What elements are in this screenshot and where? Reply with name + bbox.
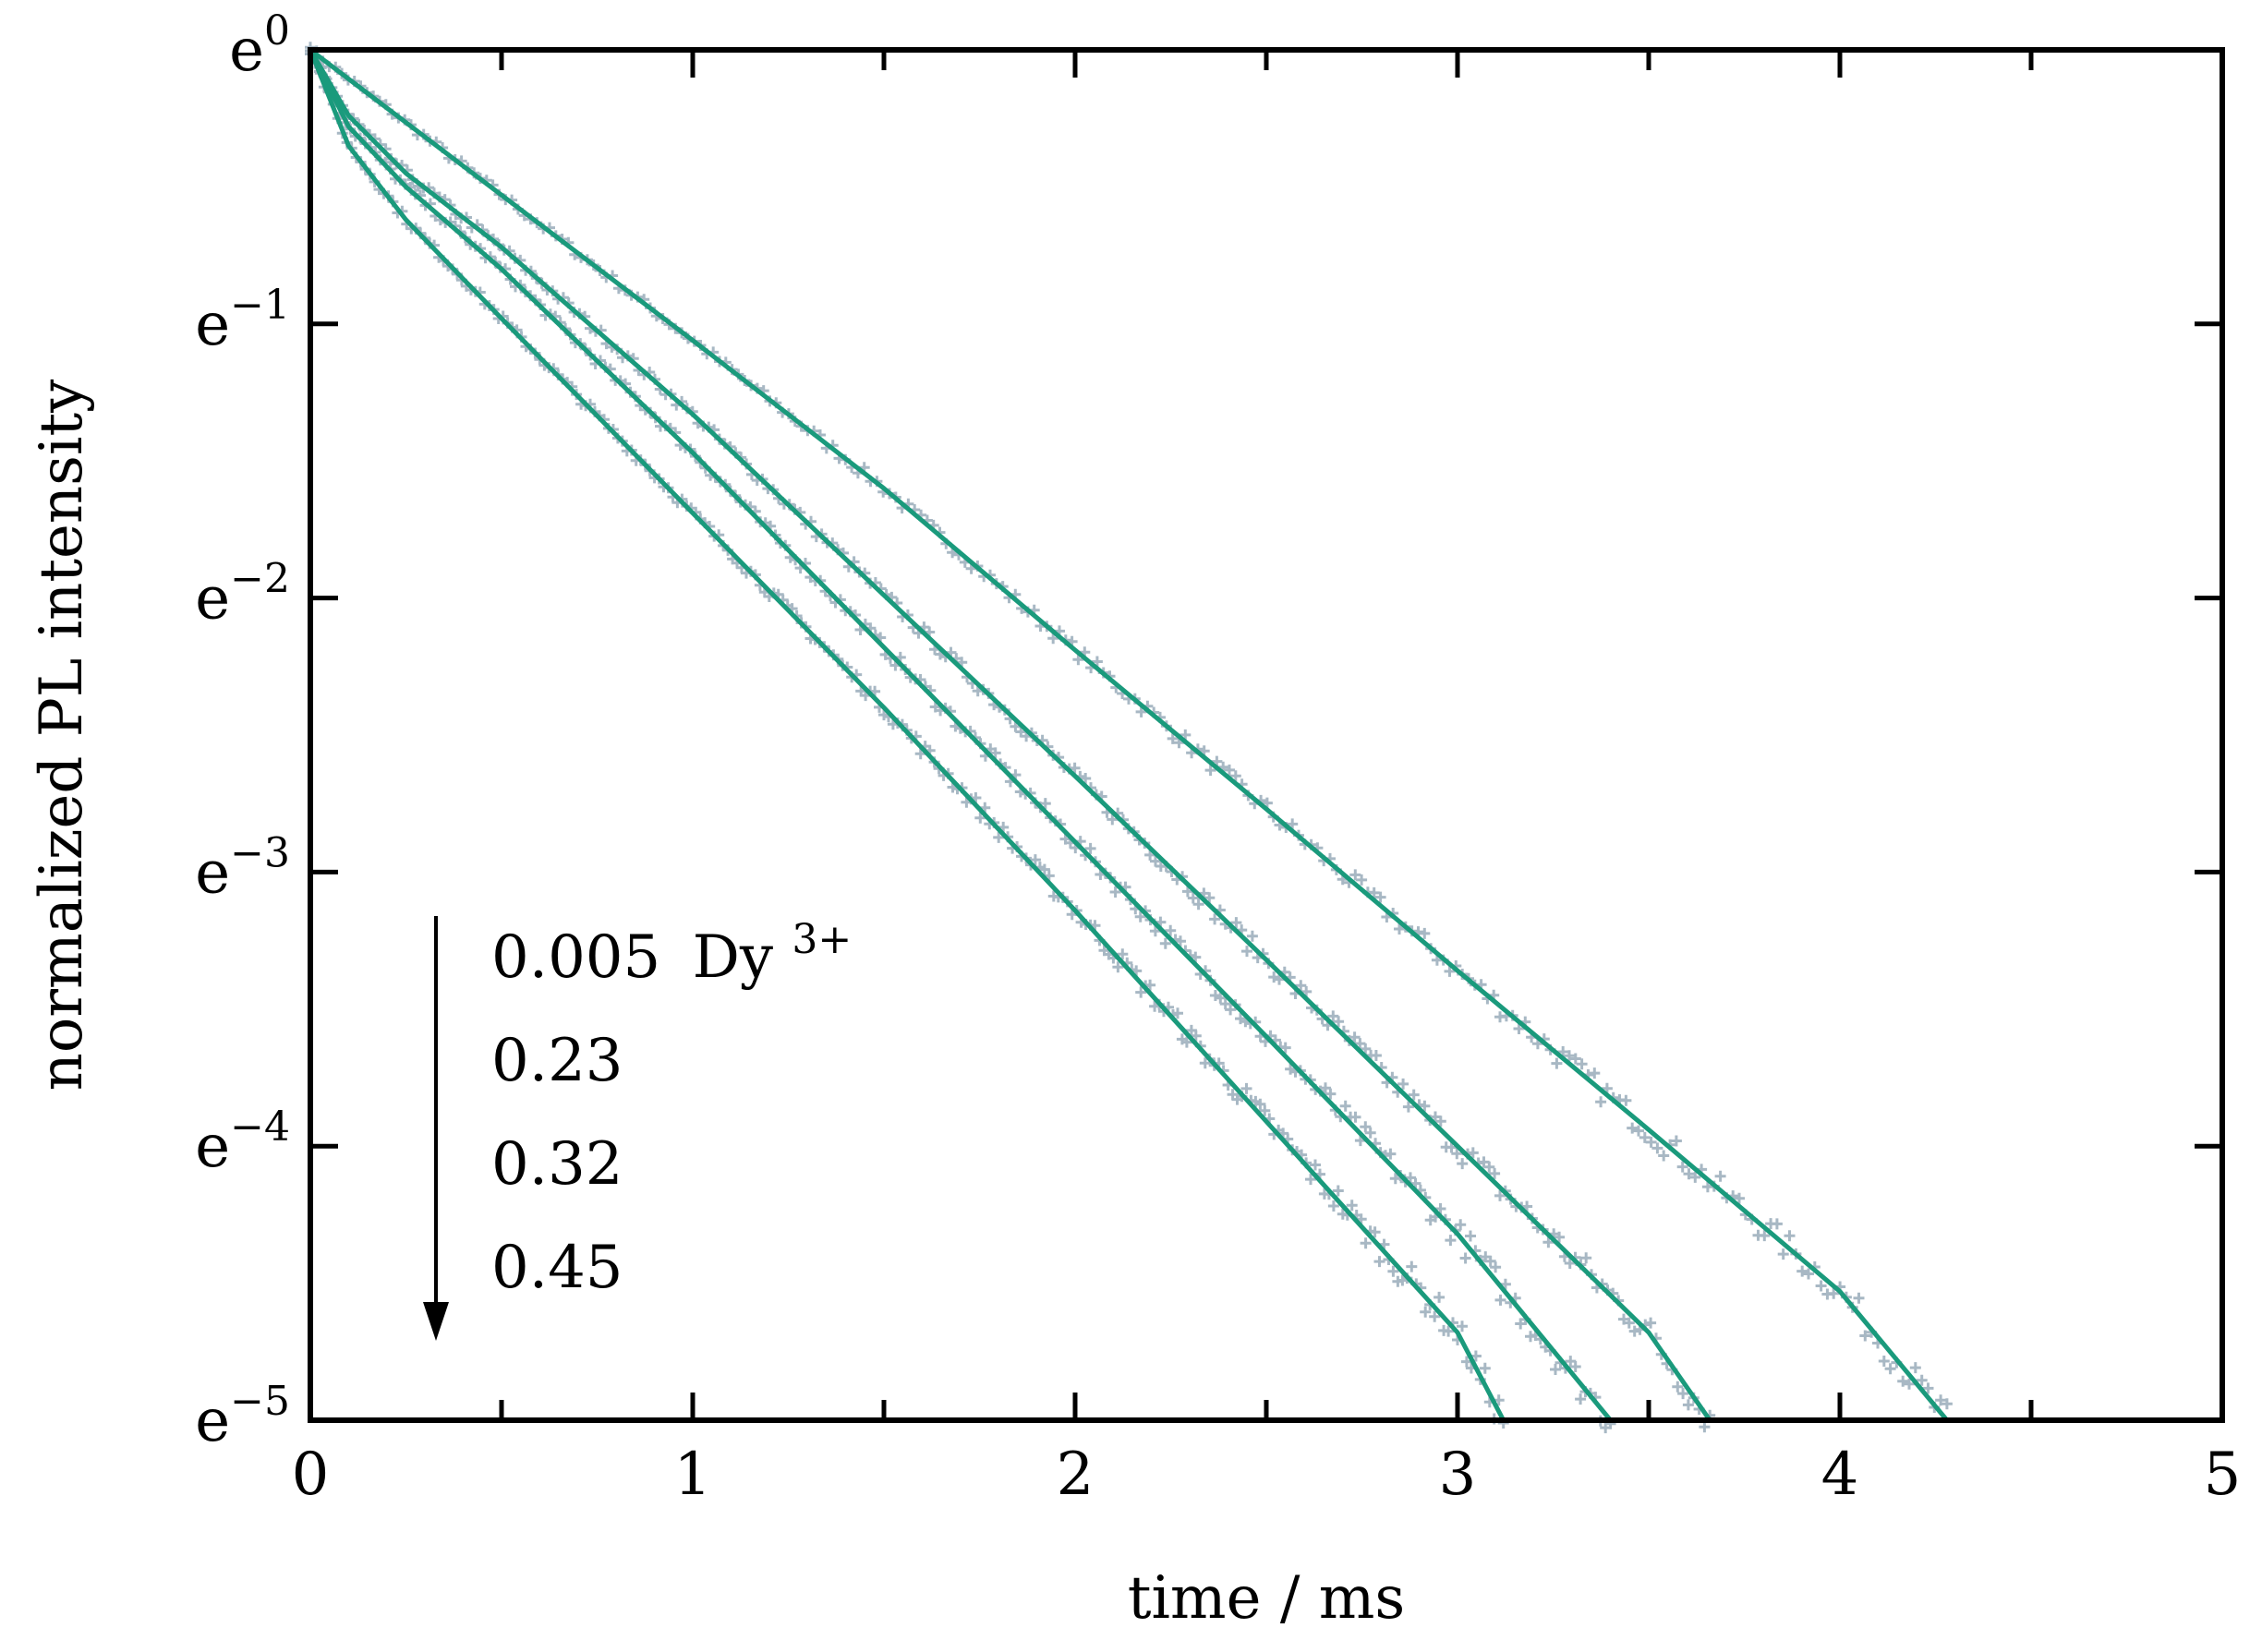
series-group [305, 45, 1953, 1413]
fit-line [308, 49, 1506, 1422]
legend-entry: 0.005 Dy 3+ [491, 916, 852, 992]
x-tick-label: 0 [292, 1441, 330, 1509]
y-tick-label: e−1 [195, 282, 290, 359]
x-axis-title: time / ms [1128, 1564, 1406, 1633]
y-tick-label: e0 [229, 7, 290, 85]
legend-entry: 0.23 [491, 1027, 623, 1095]
x-tick-label: 1 [674, 1441, 712, 1509]
plot-frame [308, 47, 2225, 1423]
x-tick-label: 2 [1057, 1441, 1095, 1509]
fit-line [308, 48, 1712, 1422]
tick-layer: 0 1 2 3 4 5 e0 e−1 e−2 e−3 e−4 e−5 [195, 7, 2241, 1509]
legend-entry: 0.32 [491, 1130, 623, 1199]
x-tick-label: 3 [1439, 1441, 1477, 1509]
legend-entry: 0.45 [491, 1234, 623, 1302]
legend: 0.005 Dy 3+ 0.23 0.32 0.45 [423, 916, 852, 1341]
data-points [305, 44, 1616, 1434]
y-tick-label: e−2 [195, 556, 290, 633]
fit-line [308, 48, 1949, 1422]
legend-entry-superscript: 3+ [792, 916, 852, 963]
legend-arrow-head [423, 1302, 449, 1341]
data-points [305, 42, 1716, 1433]
series-group [305, 42, 1716, 1433]
legend-entry-suffix: Dy [693, 923, 773, 992]
series-layer [305, 42, 1953, 1434]
x-tick-label: 5 [2204, 1441, 2242, 1509]
data-points [305, 45, 1953, 1413]
y-tick-label: e−3 [195, 829, 290, 907]
y-axis-title: normalized PL intensity [28, 380, 96, 1091]
series-group [305, 44, 1616, 1434]
fit-line [308, 48, 1613, 1422]
x-tick-label: 4 [1821, 1441, 1859, 1509]
legend-entry-value: 0.005 [491, 923, 660, 992]
y-tick-label: e−5 [195, 1378, 290, 1455]
y-tick-label: e−4 [195, 1103, 290, 1181]
